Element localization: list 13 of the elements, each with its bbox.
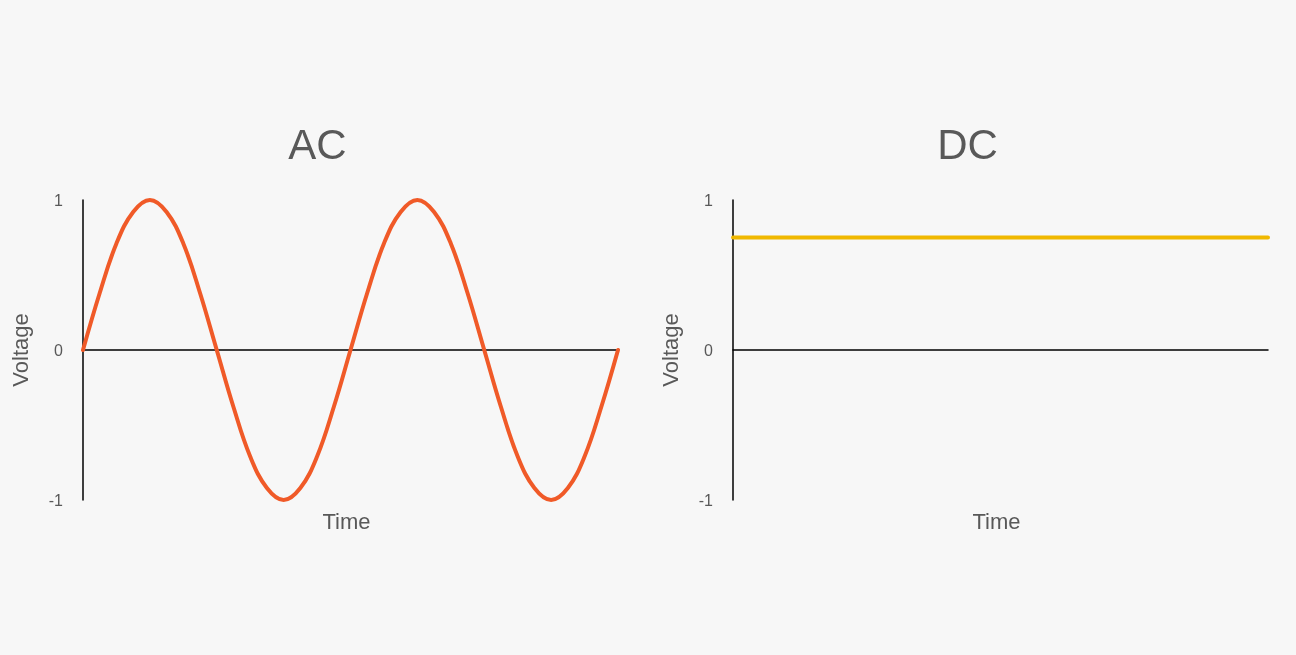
y-tick-label: 1 [54, 191, 64, 209]
line-series [81, 198, 620, 502]
y-tick-label: -1 [48, 491, 64, 509]
chart-title: DC [937, 120, 998, 168]
y-tick-label: 1 [704, 191, 714, 209]
x-axis-title: Time [322, 508, 371, 534]
x-axis-title: Time [972, 508, 1021, 534]
y-tick-label: -1 [698, 491, 714, 509]
y-tick-label: 0 [704, 341, 714, 359]
chart-title: AC [288, 120, 347, 168]
y-tick-label: 0 [54, 341, 64, 359]
y-axis-title: Voltage [7, 313, 33, 387]
y-axis-title: Voltage [657, 313, 683, 387]
